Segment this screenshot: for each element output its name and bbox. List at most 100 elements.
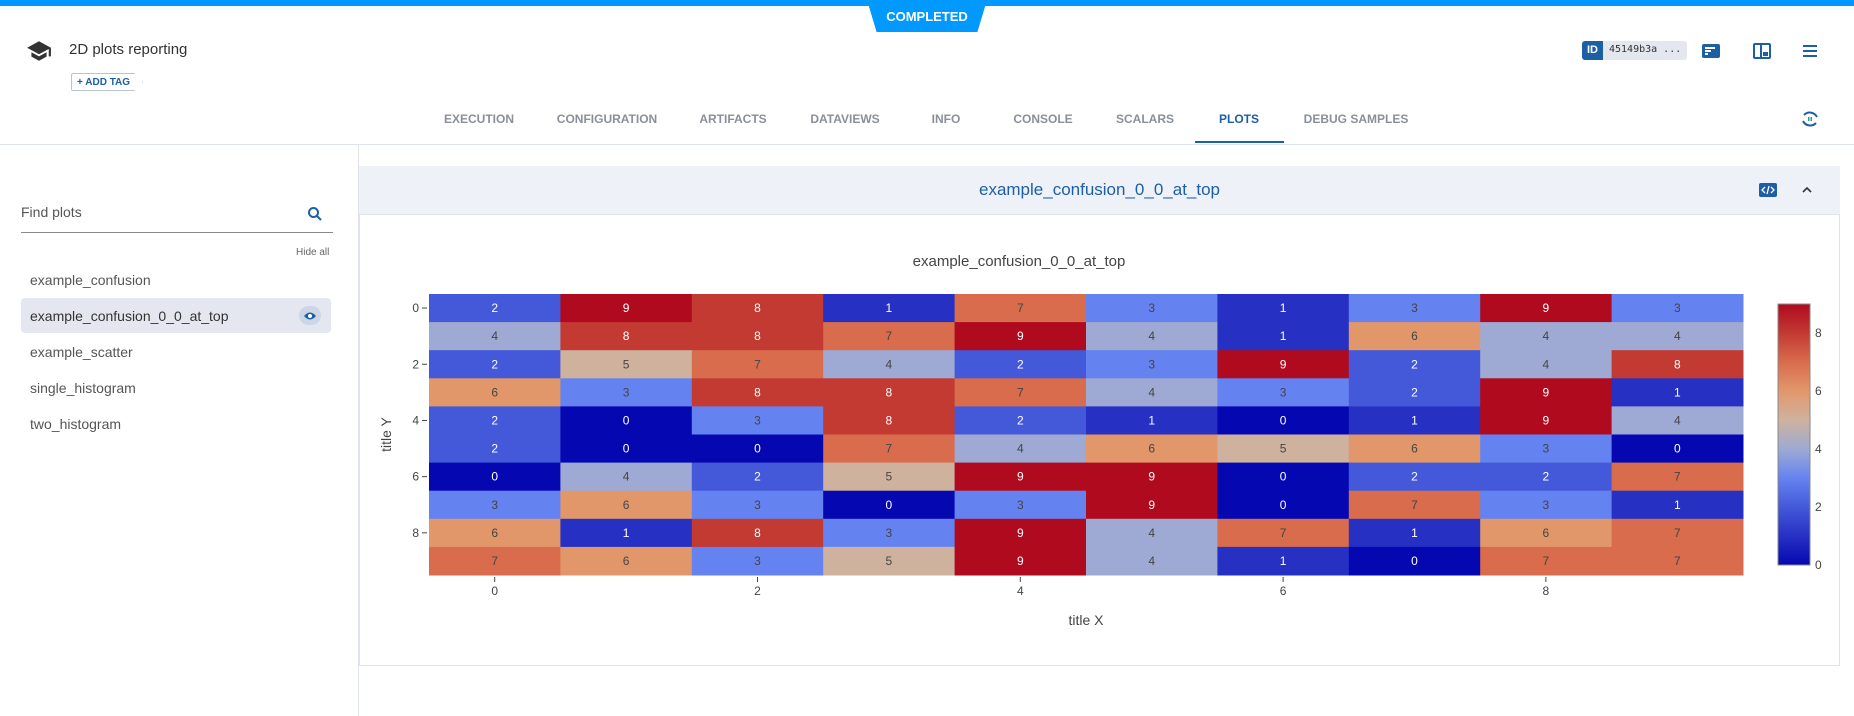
task-id-badge[interactable]: ID 45149b3a ... — [1582, 41, 1688, 60]
heatmap-cell — [429, 434, 561, 464]
cell-label: 0 — [623, 413, 630, 427]
heatmap-cell — [1480, 322, 1613, 351]
heatmap-cell — [560, 406, 693, 435]
layout-icon[interactable] — [1752, 41, 1772, 61]
status-badge: COMPLETED — [867, 0, 987, 32]
auto-refresh-icon[interactable] — [1800, 109, 1820, 129]
heatmap-cell — [1348, 322, 1481, 351]
heatmap-cell — [1086, 490, 1218, 520]
heatmap-cell — [823, 518, 956, 548]
eye-icon[interactable] — [299, 306, 321, 325]
cell-label: 7 — [1411, 498, 1418, 512]
heatmap-cell — [1348, 518, 1481, 548]
heatmap-cell — [1348, 378, 1481, 407]
cell-label: 5 — [1280, 442, 1287, 456]
tab-configuration[interactable]: CONFIGURATION — [556, 112, 658, 126]
tab-debug-samples[interactable]: DEBUG SAMPLES — [1303, 112, 1409, 126]
tab-dataviews[interactable]: DATAVIEWS — [810, 112, 880, 126]
tab-artifacts[interactable]: ARTIFACTS — [699, 112, 767, 126]
cell-label: 2 — [491, 442, 498, 456]
heatmap-cell — [823, 434, 956, 464]
cell-label: 9 — [1148, 470, 1155, 484]
heatmap-cell — [823, 378, 956, 407]
heatmap-cell — [429, 518, 561, 548]
heatmap-cell — [954, 406, 1087, 435]
menu-icon[interactable] — [1800, 41, 1820, 61]
cell-label: 2 — [491, 301, 498, 315]
cell-label: 3 — [1280, 385, 1287, 399]
colorbar-tick-label: 4 — [1815, 442, 1822, 456]
heatmap-cell — [1348, 434, 1481, 464]
heatmap-cell — [1217, 406, 1350, 435]
heatmap-cell — [429, 406, 561, 435]
heatmap-cell — [1217, 462, 1350, 492]
heatmap-cell — [429, 378, 561, 407]
search-plots-input[interactable] — [21, 204, 311, 220]
cell-label: 1 — [1280, 329, 1287, 343]
tab-scalars[interactable]: SCALARS — [1115, 112, 1175, 126]
info-panel-icon[interactable] — [1701, 41, 1721, 61]
y-tick-label: 8 — [412, 526, 419, 540]
heatmap-cell — [1348, 462, 1481, 492]
heatmap-cell — [1348, 546, 1481, 576]
heatmap-cell — [1611, 462, 1744, 492]
tab-execution[interactable]: EXECUTION — [443, 112, 515, 126]
plot-list-item[interactable]: example_scatter — [21, 334, 331, 369]
tab-plots[interactable]: PLOTS — [1218, 112, 1260, 126]
plot-list-item[interactable]: example_confusion — [21, 262, 331, 297]
cell-label: 4 — [623, 470, 630, 484]
cell-label: 1 — [623, 526, 630, 540]
cell-label: 3 — [754, 554, 761, 568]
x-tick-label: 6 — [1280, 584, 1287, 598]
heatmap-cell — [691, 406, 824, 435]
search-icon[interactable] — [307, 206, 323, 222]
cell-label: 7 — [1017, 385, 1024, 399]
heatmap-cell — [691, 546, 824, 576]
heatmap-cell — [1217, 322, 1350, 351]
tab-info[interactable]: INFO — [931, 112, 961, 126]
heatmap-cell — [1086, 518, 1218, 548]
plot-list-item-label: single_histogram — [30, 379, 136, 396]
heatmap-cell — [1217, 350, 1350, 379]
cell-label: 0 — [623, 442, 630, 456]
active-tab-indicator — [1195, 141, 1284, 143]
heatmap-cell — [1217, 546, 1350, 576]
cell-label: 7 — [1543, 554, 1550, 568]
heatmap-cell — [429, 462, 561, 492]
plot-list-item[interactable]: single_histogram — [21, 370, 331, 405]
cell-label: 3 — [623, 385, 630, 399]
heatmap-cell — [823, 322, 956, 351]
heatmap-cell — [691, 294, 824, 323]
colorbar — [1777, 303, 1811, 566]
add-tag-button[interactable]: + ADD TAG — [71, 73, 143, 91]
cell-label: 4 — [491, 329, 498, 343]
cell-label: 7 — [1280, 526, 1287, 540]
heatmap-cell — [1480, 546, 1613, 576]
plot-list-item[interactable]: example_confusion_0_0_at_top — [21, 298, 331, 333]
cell-label: 2 — [1411, 385, 1418, 399]
x-tick-label: 8 — [1543, 584, 1550, 598]
cell-label: 4 — [1148, 329, 1155, 343]
cell-label: 2 — [1543, 470, 1550, 484]
cell-label: 2 — [1017, 413, 1024, 427]
embed-code-icon[interactable] — [1759, 182, 1777, 198]
cell-label: 6 — [623, 498, 630, 512]
cell-label: 1 — [886, 301, 893, 315]
hide-all-button[interactable]: Hide all — [296, 247, 330, 258]
tab-console[interactable]: CONSOLE — [1013, 112, 1073, 126]
x-tick-label: 4 — [1017, 584, 1024, 598]
heatmap-cell — [1611, 350, 1744, 379]
heatmap-cell — [1217, 490, 1350, 520]
cell-label: 6 — [1411, 329, 1418, 343]
cell-label: 3 — [754, 413, 761, 427]
cell-label: 4 — [1543, 329, 1550, 343]
cell-label: 3 — [1543, 442, 1550, 456]
cell-label: 3 — [1543, 498, 1550, 512]
cell-label: 9 — [1148, 498, 1155, 512]
plot-list-item[interactable]: two_histogram — [21, 406, 331, 441]
cell-label: 0 — [1280, 498, 1287, 512]
heatmap-cell — [1348, 294, 1481, 323]
heatmap-cell — [560, 322, 693, 351]
chevron-up-icon[interactable] — [1800, 183, 1814, 197]
cell-label: 4 — [1674, 329, 1681, 343]
